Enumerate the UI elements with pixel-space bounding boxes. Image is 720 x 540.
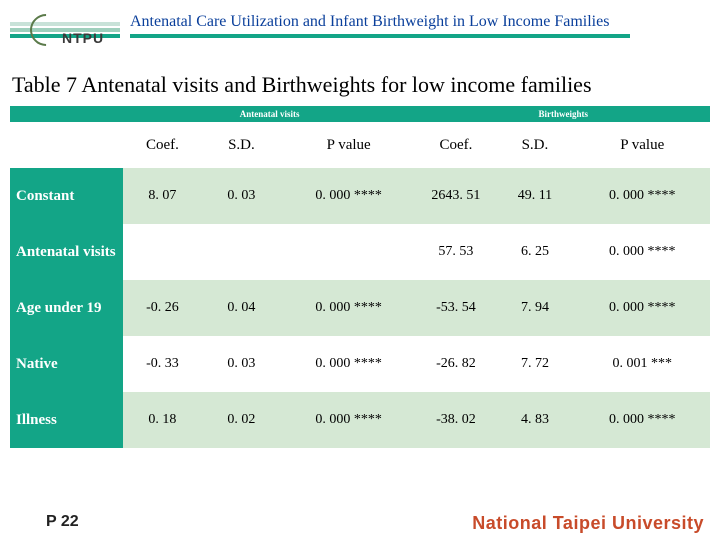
cell: 4. 83 [495,392,574,448]
cell: 0. 000 **** [574,168,710,224]
cell: -38. 02 [416,392,495,448]
logo: NTPU [10,8,120,58]
col-header: P value [281,122,417,168]
cell: 57. 53 [416,224,495,280]
footer: P 22 National Taipei University [0,513,720,534]
logo-text: NTPU [62,30,104,46]
row-label: Native [10,336,123,392]
cell: -53. 54 [416,280,495,336]
row-label: Constant [10,168,123,224]
cell: 0. 02 [202,392,281,448]
cell: -0. 26 [123,280,202,336]
cell: 0. 000 **** [574,392,710,448]
col-header: P value [574,122,710,168]
row-label: Age under 19 [10,280,123,336]
cell [202,224,281,280]
cell: 0. 03 [202,168,281,224]
column-header-row: Coef. S.D. P value Coef. S.D. P value [10,122,710,168]
cell: 0. 000 **** [574,224,710,280]
cell: 2643. 51 [416,168,495,224]
cell: 0. 18 [123,392,202,448]
cell: 8. 07 [123,168,202,224]
cell: 0. 001 *** [574,336,710,392]
col-header: Coef. [123,122,202,168]
table-row: Native-0. 330. 030. 000 ****-26. 827. 72… [10,336,710,392]
section-header-left: Antenatal visits [123,106,417,122]
cell: 0. 000 **** [281,168,417,224]
table-row: Antenatal visits 57. 536. 250. 000 **** [10,224,710,280]
table-row: Constant8. 070. 030. 000 ****2643. 5149.… [10,168,710,224]
university-name: National Taipei University [472,513,704,534]
cell: 6. 25 [495,224,574,280]
col-header: Coef. [416,122,495,168]
cell: 0. 000 **** [281,280,417,336]
table-row: Illness0. 180. 020. 000 ****-38. 024. 83… [10,392,710,448]
title-underline [130,34,630,38]
section-header-row: Antenatal visits Birthweights [10,106,710,122]
section-header-right: Birthweights [416,106,710,122]
cell: -0. 33 [123,336,202,392]
cell: 0. 000 **** [574,280,710,336]
row-label: Illness [10,392,123,448]
row-label: Antenatal visits [10,224,123,280]
cell: 7. 94 [495,280,574,336]
cell: 0. 03 [202,336,281,392]
cell: 0. 000 **** [281,392,417,448]
cell: 0. 04 [202,280,281,336]
table-caption: Table 7 Antenatal visits and Birthweight… [0,58,720,106]
col-header: S.D. [202,122,281,168]
cell: 7. 72 [495,336,574,392]
page-title: Antenatal Care Utilization and Infant Bi… [130,8,710,32]
table-row: Age under 19-0. 260. 040. 000 ****-53. 5… [10,280,710,336]
title-block: Antenatal Care Utilization and Infant Bi… [130,8,710,38]
cell: 0. 000 **** [281,336,417,392]
cell: -26. 82 [416,336,495,392]
cell [281,224,417,280]
cell [123,224,202,280]
results-table: Antenatal visits Birthweights Coef. S.D.… [10,106,710,448]
page-number: P 22 [46,513,79,534]
col-header [10,122,123,168]
header: NTPU Antenatal Care Utilization and Infa… [0,0,720,58]
col-header: S.D. [495,122,574,168]
cell: 49. 11 [495,168,574,224]
